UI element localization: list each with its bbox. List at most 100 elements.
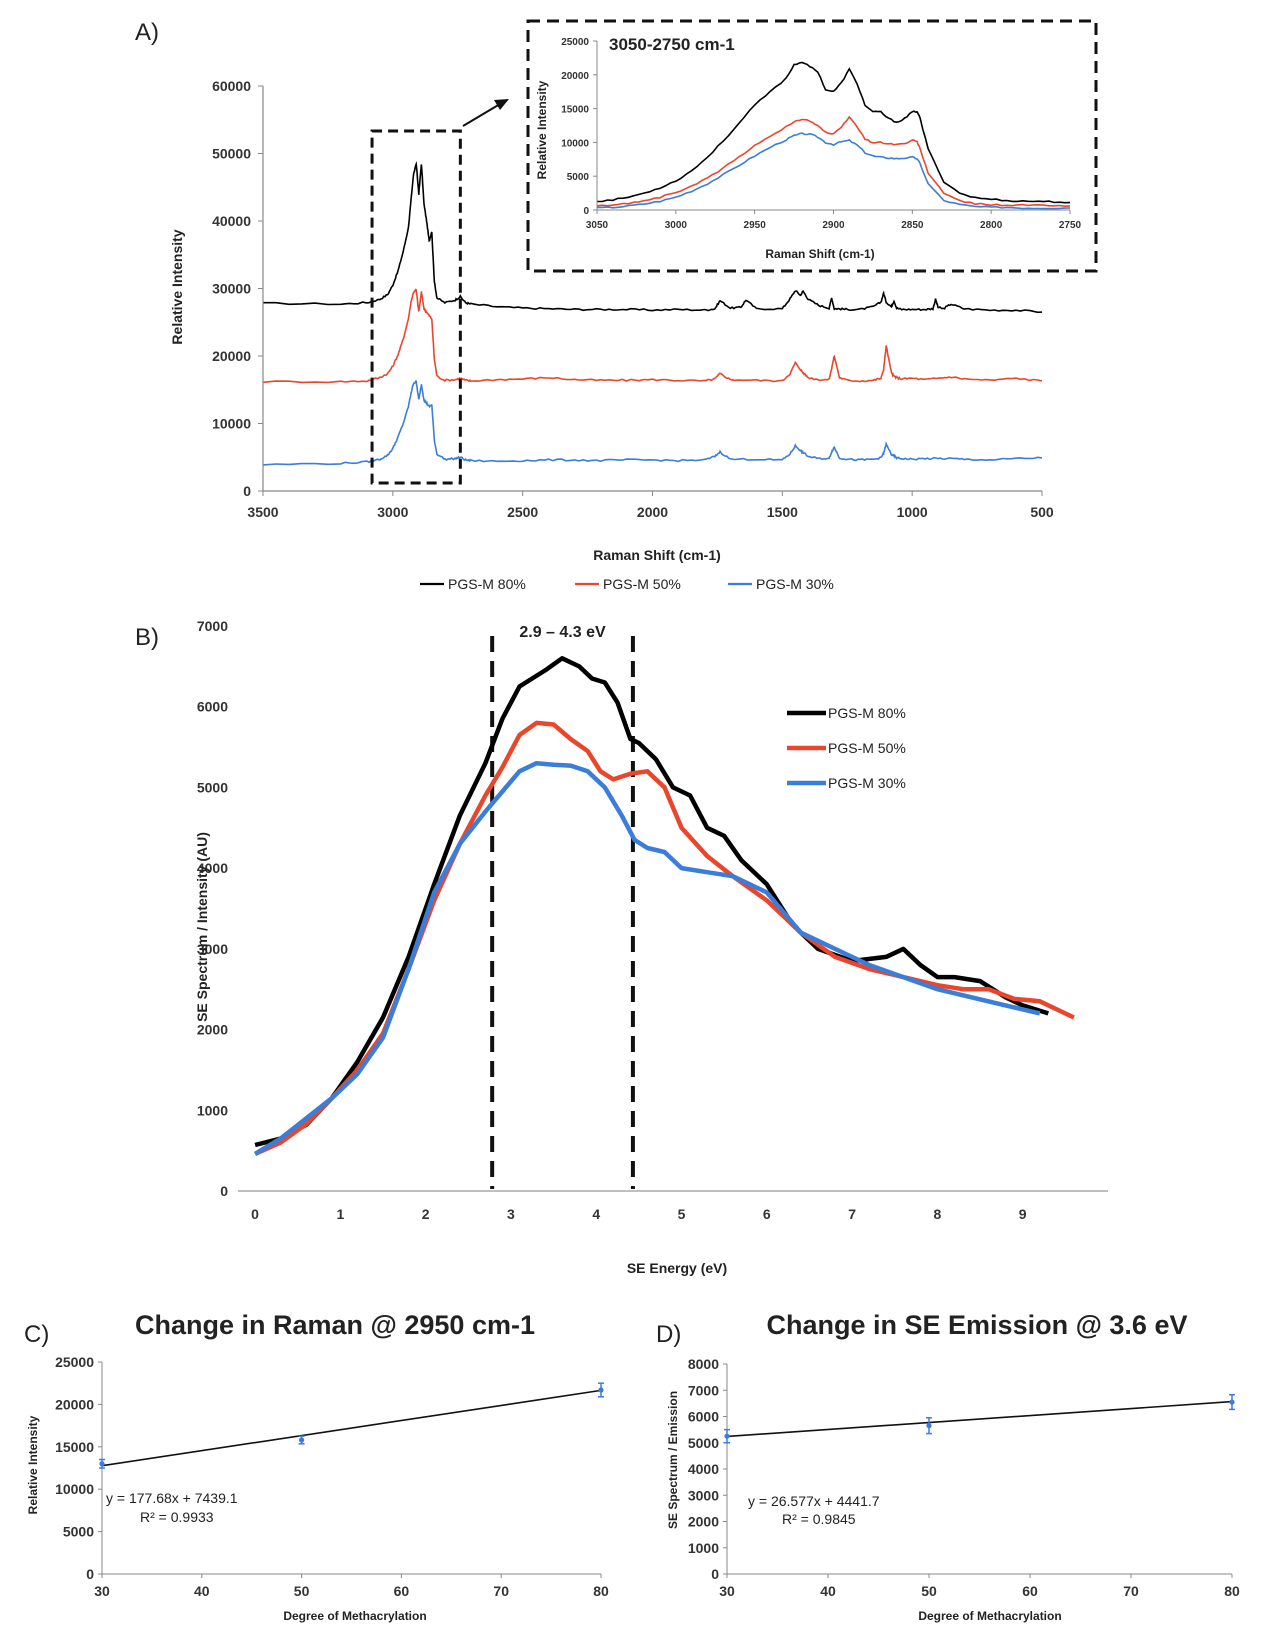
- panel-a-y-tick-label: 50000: [212, 146, 251, 162]
- panel-b-y-tick-label: 6000: [197, 699, 228, 715]
- panel-c-x-tick-label: 40: [194, 1583, 210, 1599]
- panel-c-y-tick-label: 15000: [55, 1439, 94, 1455]
- panel-a-x-tick-label: 2500: [507, 504, 538, 520]
- panel-a-y-tick-label: 20000: [212, 348, 251, 364]
- panel-b-y-tick-label: 1000: [197, 1102, 228, 1118]
- inset-series-line: [597, 61, 1071, 204]
- panel-d-data-point: [1229, 1399, 1235, 1405]
- panel-b-y-tick-label: 5000: [197, 779, 228, 795]
- panel-d-equation: y = 26.577x + 4441.7: [748, 1493, 880, 1509]
- panel-b-x-tick-label: 6: [763, 1206, 771, 1222]
- panel-b-x-label: SE Energy (eV): [627, 1260, 727, 1276]
- inset-x-tick-label: 2750: [1059, 220, 1082, 231]
- panel-a-inset: 3050-2750 cm-1 0 5000 10000 15000 20000 25000…: [526, 19, 1098, 273]
- panel-c-label: C): [24, 1321, 49, 1348]
- panel-b-x-tick-label: 0: [251, 1206, 259, 1222]
- inset-x-tick-label: 2900: [822, 220, 845, 231]
- panel-d-y-tick-label: 8000: [688, 1356, 719, 1372]
- panel-d-y-tick-label: 5000: [688, 1435, 719, 1451]
- inset-x-tick-label: 2950: [744, 220, 767, 231]
- inset-y-tick-label: 10000: [561, 138, 589, 149]
- panel-b-x-tick-label: 8: [934, 1206, 942, 1222]
- panel-a-x-tick-label: 2000: [637, 504, 668, 520]
- panel-b-y-tick-label: 2000: [197, 1022, 228, 1038]
- panel-a-x-tick-label: 1000: [897, 504, 928, 520]
- inset-x-tick-label: 2850: [901, 220, 924, 231]
- panel-c-x-tick-label: 60: [394, 1583, 410, 1599]
- panel-b-y-tick-label: 7000: [197, 618, 228, 634]
- inset-frame: [526, 19, 1098, 273]
- panel-b-label: B): [135, 624, 159, 651]
- panel-b-x-tick-label: 1: [336, 1206, 344, 1222]
- panel-b-x-tick-label: 9: [1019, 1206, 1027, 1222]
- panel-d-label: D): [656, 1321, 681, 1348]
- panel-c: C) Change in Raman @ 2950 cm-1 0 5000 1000…: [24, 1310, 609, 1623]
- panel-d-x-tick-label: 50: [921, 1583, 937, 1599]
- panel-c-x-label: Degree of Methacrylation: [283, 1609, 426, 1623]
- panel-a-y-tick-label: 40000: [212, 213, 251, 229]
- panel-b-legend-entry: PGS-M 30%: [828, 775, 906, 791]
- panel-c-data-point: [99, 1461, 105, 1467]
- panel-d-x-tick-label: 60: [1022, 1583, 1038, 1599]
- panel-a-y-tick-label: 10000: [212, 416, 251, 432]
- panel-d-y-label: SE Spectrum / Emission: [666, 1391, 680, 1529]
- inset-series-line: [597, 132, 1071, 210]
- panel-a-series-line: [263, 161, 1043, 314]
- inset-x-tick-label: 3000: [665, 220, 688, 231]
- panel-b-y-label: SE Spectrum / Intensity (AU): [194, 832, 210, 1022]
- panel-a-x-tick-label: 500: [1030, 504, 1054, 520]
- panel-d-y-tick-label: 2000: [688, 1514, 719, 1530]
- panel-d-x-tick-label: 70: [1123, 1583, 1139, 1599]
- panel-a-legend-entry: PGS-M 50%: [603, 576, 681, 592]
- panel-d-trendline: [726, 1400, 1233, 1438]
- inset-y-tick-label: 25000: [561, 37, 589, 48]
- panel-a-y-label: Relative Intensity: [169, 229, 185, 344]
- panel-c-y-tick-label: 5000: [63, 1524, 94, 1540]
- panel-d-x-tick-label: 30: [719, 1583, 735, 1599]
- panel-b-series-line: [254, 720, 1075, 1156]
- panel-c-x-tick-label: 80: [593, 1583, 609, 1599]
- panel-b-x-tick-label: 5: [678, 1206, 686, 1222]
- inset-y-tick-label: 0: [583, 206, 589, 217]
- inset-y-tick-label: 20000: [561, 71, 589, 82]
- panel-b-legend-entry: PGS-M 80%: [828, 705, 906, 721]
- panel-a-x-tick-label: 1500: [767, 504, 798, 520]
- panel-a-y-tick-label: 60000: [212, 78, 251, 94]
- panel-c-title: Change in Raman @ 2950 cm-1: [135, 1310, 535, 1340]
- panel-c-x-tick-label: 50: [294, 1583, 310, 1599]
- panel-b-y-tick-label: 4000: [197, 860, 228, 876]
- panel-c-y-tick-label: 25000: [55, 1354, 94, 1370]
- panel-c-data-point: [598, 1387, 604, 1393]
- panel-a-zoom-arrow: [462, 103, 501, 127]
- inset-y-label: Relative Intensity: [535, 80, 549, 179]
- panel-c-y-tick-label: 0: [86, 1566, 94, 1582]
- panel-d-y-tick-label: 6000: [688, 1409, 719, 1425]
- panel-b-x-tick-label: 4: [592, 1206, 600, 1222]
- panel-d-y-tick-label: 1000: [688, 1540, 719, 1556]
- panel-c-x-tick-label: 70: [493, 1583, 509, 1599]
- panel-c-x-tick-label: 30: [94, 1583, 110, 1599]
- panel-a-zoom-arrowhead: [494, 99, 509, 110]
- panel-d-r2: R² = 0.9845: [782, 1511, 856, 1527]
- panel-a-x-tick-label: 3000: [377, 504, 408, 520]
- inset-x-tick-label: 3050: [586, 220, 609, 231]
- panel-b-y-tick-label: 3000: [197, 941, 228, 957]
- panel-a-y-tick-label: 0: [243, 483, 251, 499]
- panel-c-data-point: [299, 1437, 305, 1443]
- inset-title: 3050-2750 cm-1: [609, 35, 735, 54]
- panel-d-y-tick-label: 7000: [688, 1382, 719, 1398]
- panel-a-x-label: Raman Shift (cm-1): [593, 547, 721, 563]
- panel-d-x-tick-label: 80: [1224, 1583, 1240, 1599]
- panel-a-x-tick-label: 3500: [247, 504, 278, 520]
- panel-d-title: Change in SE Emission @ 3.6 eV: [767, 1310, 1188, 1340]
- panel-d-y-tick-label: 0: [711, 1566, 719, 1582]
- panel-d-data-point: [926, 1423, 932, 1429]
- panel-d: D) Change in SE Emission @ 3.6 eV 0 1000 2…: [656, 1310, 1240, 1623]
- panel-b-x-tick-label: 2: [422, 1206, 430, 1222]
- inset-y-tick-label: 15000: [561, 105, 589, 116]
- panel-b-legend-entry: PGS-M 50%: [828, 740, 906, 756]
- panel-d-y-tick-label: 4000: [688, 1461, 719, 1477]
- inset-x-tick-label: 2800: [980, 220, 1003, 231]
